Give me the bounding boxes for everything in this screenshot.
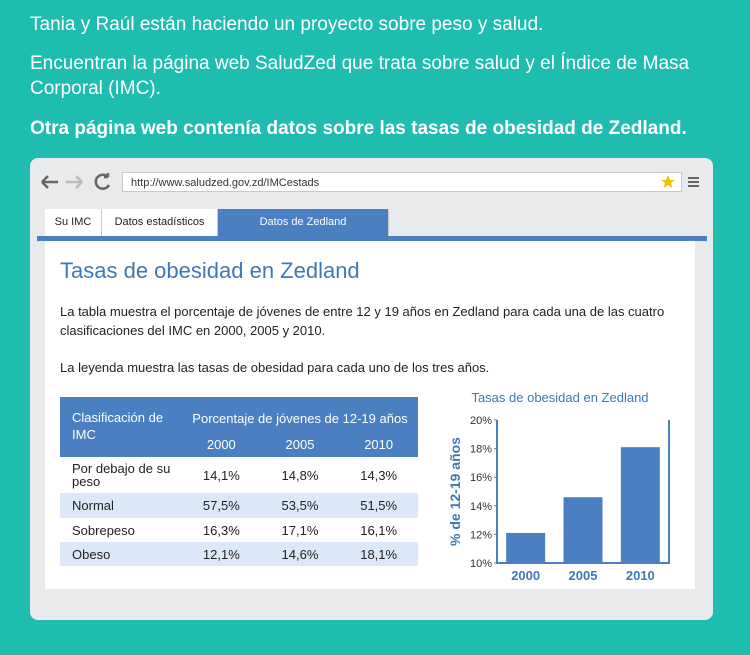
y-tick-label: 10% <box>470 558 492 570</box>
bar <box>620 447 660 563</box>
table-row: Sobrepeso 16,3% 17,1% 16,1% <box>60 518 418 542</box>
page-title: Tasas de obesidad en Zedland <box>60 258 360 283</box>
address-bar[interactable]: http://www.saludzed.gov.zd/IMCestads <box>122 172 682 192</box>
data-table: Clasificación de IMC Porcentaje de jóven… <box>60 397 418 566</box>
bar <box>506 532 546 563</box>
bookmark-star[interactable] <box>661 175 675 188</box>
table-header: Clasificación de IMC <box>60 397 182 457</box>
chart-title: Tasas de obesidad en Zedland <box>471 390 648 405</box>
y-tick-label: 20% <box>470 415 492 427</box>
row-label: Sobrepeso <box>72 522 135 538</box>
tab-strip <box>37 236 707 241</box>
toolbar-icons <box>661 175 699 188</box>
table-cell: 16,3% <box>202 522 240 538</box>
y-tick-label: 14% <box>470 501 492 513</box>
back-button[interactable] <box>41 175 58 189</box>
year-header: 2010 <box>364 436 394 452</box>
menu-button[interactable] <box>688 177 699 187</box>
axis <box>496 420 670 564</box>
year-header: 2000 <box>206 436 236 452</box>
reload-button[interactable] <box>94 173 111 190</box>
table-header-text: Clasificación de IMC <box>72 410 164 442</box>
x-tick-label: 2010 <box>626 568 655 583</box>
intro-text: Otra página web contenía datos sobre las… <box>30 118 687 139</box>
table-row: Normal 57,5% 53,5% 51,5% <box>60 493 418 518</box>
intro-text: Encuentran la página web SaludZed que tr… <box>30 53 690 99</box>
intro-text: Tania y Raúl están haciendo un proyecto … <box>30 14 544 35</box>
table-cell: 14,3% <box>360 467 398 483</box>
table-cell: 57,5% <box>202 498 240 513</box>
table-body: Por debajo de su peso 14,1% 14,8% 14,3% Norm… <box>60 457 418 566</box>
table-row: Por debajo de su peso 14,1% 14,8% 14,3% <box>60 457 418 493</box>
y-tick-label: 12% <box>470 529 492 541</box>
tab[interactable]: Datos estadísticos <box>102 209 218 236</box>
paragraph: La leyenda muestra las tasas de obesidad… <box>60 360 490 375</box>
table-cell: 51,5% <box>360 498 398 513</box>
table-cell: 53,5% <box>281 498 319 513</box>
table-cell: 14,6% <box>281 546 319 562</box>
paragraph: La tabla muestra el porcentaje de jóvene… <box>60 304 665 338</box>
year-header: 2005 <box>285 436 315 452</box>
x-tick-label: 2005 <box>569 568 598 583</box>
chart: Tasas de obesidad en Zedland 10% 12% 14% 16… <box>447 390 670 583</box>
table-cell: 12,1% <box>202 546 240 562</box>
table-header: Porcentaje de jóvenes de 12-19 años <box>192 410 408 426</box>
y-tick-label: 18% <box>470 444 492 456</box>
row-label: Por debajo de su peso <box>72 461 171 489</box>
table-cell: 16,1% <box>360 522 398 538</box>
bar <box>563 497 603 563</box>
table-row: Obeso 12,1% 14,6% 18,1% <box>60 542 418 566</box>
tab[interactable]: Datos de Zedland <box>218 209 389 236</box>
nav-buttons <box>41 173 111 190</box>
x-tick-label: 2000 <box>511 568 540 583</box>
row-label: Obeso <box>72 546 111 562</box>
y-axis-label: % de 12-19 años <box>447 437 463 546</box>
tab[interactable]: Su IMC <box>45 209 102 236</box>
forward-button[interactable] <box>66 175 83 189</box>
table-cell: 14,1% <box>202 467 240 483</box>
table-cell: 17,1% <box>281 522 319 538</box>
table-cell: 14,8% <box>281 467 319 483</box>
y-tick-label: 16% <box>470 472 492 484</box>
row-label: Normal <box>72 498 114 513</box>
table-cell: 18,1% <box>360 546 398 562</box>
